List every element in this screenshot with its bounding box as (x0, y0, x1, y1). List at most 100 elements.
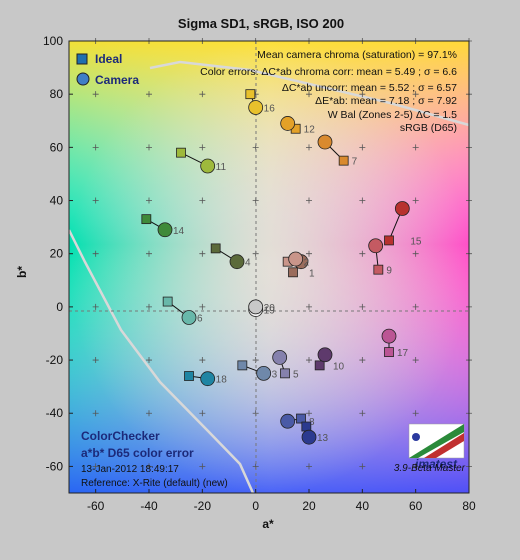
stat-white-balance: W Bal (Zones 2-5) ΔC = 1.5 (328, 109, 457, 121)
patch-label: 20 (264, 303, 276, 314)
patch-10: 10 (314, 347, 345, 372)
patch-17: 17 (381, 328, 409, 359)
grid-plus-marker (199, 303, 206, 310)
camera-marker (368, 238, 384, 254)
grid-plus-marker (199, 250, 206, 257)
grid-plus-marker (199, 357, 206, 364)
gamut-boundary-top (149, 60, 470, 127)
legend-ideal-marker (76, 53, 88, 65)
patch-11: 11 (176, 147, 226, 174)
patch-4: 4 (210, 243, 251, 270)
ideal-marker (141, 214, 152, 225)
patch-label: 9 (386, 266, 392, 277)
y-tick-label: 100 (43, 34, 63, 48)
patch-label: 18 (216, 375, 228, 386)
patch-label: 16 (264, 103, 276, 114)
ideal-marker (301, 421, 312, 432)
ideal-marker (314, 360, 325, 371)
grid-plus-marker (306, 197, 312, 204)
patch-label: 7 (352, 157, 358, 168)
x-tick-label: 60 (409, 499, 423, 513)
camera-marker (157, 222, 173, 238)
reference-text: Reference: X-Rite (default) (new) (81, 478, 228, 489)
stat-chroma-uncorr: ΔC*ab uncorr: mean = 5.52 ; σ = 6.57 (282, 82, 457, 94)
ideal-marker (176, 147, 186, 158)
y-axis-label: b* (15, 266, 29, 278)
patch-5: 5 (272, 349, 299, 380)
ideal-marker (338, 155, 349, 166)
camera-marker (317, 134, 333, 150)
camera-marker (248, 299, 264, 315)
camera-marker (280, 413, 296, 429)
grid-plus-marker (306, 463, 312, 470)
ideal-marker (296, 413, 306, 424)
patch-9: 9 (368, 238, 392, 277)
legend: Ideal Camera (76, 52, 139, 87)
grid-plus-marker (412, 357, 419, 364)
ideal-marker (373, 264, 384, 275)
y-tick-label: 0 (56, 300, 63, 314)
patch-6: 6 (162, 296, 203, 325)
patch-label: 1 (309, 268, 315, 279)
ideal-marker (162, 296, 173, 307)
camera-marker (272, 349, 288, 365)
grid-plus-marker (412, 91, 419, 98)
stat-chroma-corr: Color errors: ΔC*ab chroma corr: mean = … (200, 66, 457, 78)
grid-plus-marker (359, 144, 366, 151)
logo-dot-icon (412, 433, 420, 441)
grid-plus-marker (359, 410, 366, 417)
patch-15: 15 (384, 201, 422, 247)
grid-plus-marker (146, 357, 152, 364)
grid-plus-marker (412, 197, 419, 204)
stat-mean-chroma: Mean camera chroma (saturation) = 97.1% (257, 49, 457, 61)
patch-12: 12 (280, 116, 315, 136)
grid-plus-marker (146, 303, 152, 310)
patch-label: 14 (173, 226, 185, 237)
y-tick-label: -60 (46, 459, 64, 473)
camera-marker (301, 429, 317, 445)
camera-marker (256, 365, 272, 381)
grid-plus-marker (306, 144, 312, 151)
ideal-marker (184, 371, 194, 381)
ideal-marker (384, 347, 394, 357)
grid-plus-marker (146, 91, 152, 98)
grid-plus-marker (199, 410, 206, 417)
grid-plus-marker (146, 250, 152, 257)
logo-stripe-green (409, 424, 464, 458)
grid-plus-marker (199, 197, 206, 204)
grid-plus-marker (92, 357, 99, 364)
grid-plus-marker (412, 410, 419, 417)
patch-14: 14 (141, 214, 185, 238)
grid-plus-marker (359, 197, 366, 204)
patch-16: 16 (245, 89, 276, 115)
y-tick-label: 20 (50, 247, 64, 261)
grid-plus-marker (306, 357, 312, 364)
y-tick-label: -40 (46, 406, 64, 420)
camera-marker (181, 310, 197, 325)
grid-plus-marker (92, 91, 99, 98)
y-tick-label: 60 (50, 140, 64, 154)
patch-label: 15 (410, 236, 422, 247)
grid-plus-marker (359, 357, 366, 364)
grid-plus-marker (199, 463, 206, 470)
x-axis: -60 -40 -20 0 20 40 60 80 (87, 489, 476, 513)
x-tick-label: 40 (356, 499, 370, 513)
legend-ideal-label: Ideal (95, 52, 122, 66)
grid-plus-marker (306, 91, 312, 98)
x-tick-label: -40 (140, 499, 158, 513)
colorchecker-subtitle: a*b* D65 color error (81, 446, 194, 460)
brand-name: imatest (415, 457, 458, 471)
camera-marker (200, 158, 216, 174)
chart-title: Sigma SD1, sRGB, ISO 200 (178, 16, 344, 31)
grid-plus-marker (146, 463, 152, 470)
x-tick-label: 0 (252, 499, 259, 513)
stats-block: Mean camera chroma (saturation) = 97.1% … (200, 49, 457, 134)
legend-camera-marker (76, 72, 90, 86)
grid-plus-marker (146, 410, 152, 417)
camera-marker (229, 254, 245, 270)
grid-plus-marker (92, 303, 99, 310)
x-axis-label: a* (262, 517, 274, 531)
